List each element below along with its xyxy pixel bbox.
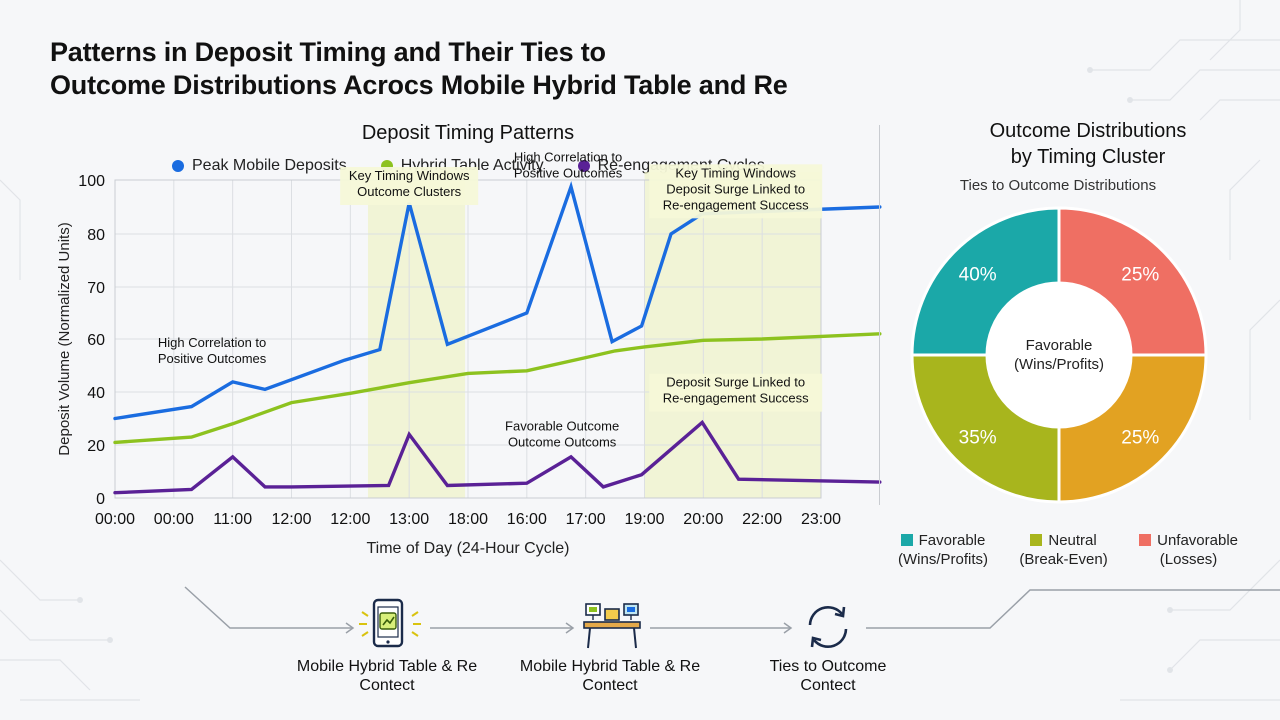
line-chart-title: Deposit Timing Patterns bbox=[361, 122, 575, 144]
donut-slice-favorable bbox=[910, 206, 1061, 357]
page-title-line-1: Patterns in Deposit Timing and Their Tie… bbox=[50, 37, 606, 67]
donut-legend-label-unfavorable: Unfavorable bbox=[1157, 532, 1238, 549]
mobile-phone-icon bbox=[359, 598, 421, 648]
donut-slice-label: 40% bbox=[959, 265, 997, 286]
flow-step-1-label: Mobile Hybrid Table & Re Contect bbox=[277, 657, 497, 695]
donut-legend-swatch-unfavorable bbox=[1139, 534, 1152, 546]
donut-legend-swatch-neutral bbox=[1030, 534, 1043, 546]
donut-title-line-1: Outcome Distributions bbox=[989, 120, 1187, 142]
y-tick-label: 80 bbox=[87, 227, 105, 244]
x-tick-label: 18:00 bbox=[448, 511, 488, 528]
x-tick-label: 13:00 bbox=[389, 511, 429, 528]
annotation-box bbox=[649, 373, 823, 412]
x-tick-label: 11:00 bbox=[213, 511, 252, 528]
y-tick-label: 20 bbox=[87, 438, 105, 455]
x-tick-label: 22:00 bbox=[742, 511, 782, 528]
donut-legend-favorable: Favorable (Wins/Profits) bbox=[898, 531, 988, 569]
donut-legend-sub-unfavorable: (Losses) bbox=[1159, 551, 1218, 568]
y-tick-label: 70 bbox=[87, 280, 105, 297]
flow-step-3-line-2: Contect bbox=[800, 677, 856, 694]
donut-legend-neutral: Neutral (Break-Even) bbox=[1019, 531, 1107, 569]
legend-swatch-peak-mobile bbox=[172, 160, 184, 172]
flow-step-3-line-1: Ties to Outcome bbox=[769, 658, 887, 675]
donut-legend-unfavorable: Unfavorable (Losses) bbox=[1139, 531, 1238, 569]
annotation-label: Deposit Surge Linked to Re-engagement Suc… bbox=[663, 375, 809, 406]
page-title: Patterns in Deposit Timing and Their Tie… bbox=[50, 36, 788, 102]
x-tick-label: 12:00 bbox=[271, 511, 311, 528]
annotation-label: Favorable Outcome Outcome Outcoms bbox=[505, 418, 619, 449]
flow-step-2-line-2: Contect bbox=[582, 677, 638, 694]
donut-legend-swatch-favorable bbox=[900, 534, 913, 546]
annotation-box bbox=[649, 164, 823, 219]
donut-chart-title: Outcome Distributions by Timing Cluster bbox=[900, 118, 1276, 170]
donut-slice-label: 35% bbox=[959, 427, 997, 448]
annotation-label: High Correlation to Positive Outcomes bbox=[158, 335, 267, 366]
donut-title-line-2: by Timing Cluster bbox=[1010, 146, 1166, 168]
flow-step-2-line-1: Mobile Hybrid Table & Re bbox=[519, 658, 701, 675]
donut-center-label-line-2: (Wins/Profits) bbox=[1014, 356, 1104, 373]
annotation-label: High Correlation to Positive Outcomes bbox=[514, 149, 623, 180]
x-tick-label: 00:00 bbox=[154, 511, 194, 528]
donut-slice-label: 25% bbox=[1121, 265, 1159, 286]
series-line-peak-mobile bbox=[113, 181, 882, 421]
legend-item-peak-mobile: Peak Mobile Deposits bbox=[172, 157, 347, 175]
donut-legend-label-favorable: Favorable bbox=[918, 532, 986, 549]
x-tick-label: 20:00 bbox=[683, 511, 723, 528]
series-line-hybrid-table bbox=[113, 332, 882, 445]
x-axis-title: Time of Day (24-Hour Cycle) bbox=[366, 540, 569, 557]
x-tick-label: 23:00 bbox=[801, 511, 841, 528]
donut-hole bbox=[988, 284, 1130, 426]
x-tick-label: 17:00 bbox=[566, 511, 606, 528]
flow-step-1-line-2: Contect bbox=[359, 677, 415, 694]
annotation-label: Key Timing Windows Deposit Surge Linked t… bbox=[663, 165, 809, 212]
y-axis-title: Deposit Volume (Normalized Units) bbox=[56, 222, 73, 455]
annotation-label: Key Timing Windows Outcome Clusters bbox=[349, 168, 470, 199]
x-tick-label: 16:00 bbox=[507, 511, 547, 528]
donut-slice-break-even bbox=[1057, 353, 1208, 504]
donut-legend-sub-neutral: (Break-Even) bbox=[1019, 551, 1108, 568]
x-tick-label: 00:00 bbox=[95, 511, 135, 528]
donut-chart-subtitle: Ties to Outcome Distributions bbox=[959, 177, 1157, 194]
y-tick-label: 0 bbox=[96, 491, 105, 508]
y-tick-label: 60 bbox=[87, 332, 105, 349]
flow-step-2-label: Mobile Hybrid Table & Re Contect bbox=[500, 657, 720, 695]
y-tick-label: 40 bbox=[87, 385, 105, 402]
highlight-band-surge bbox=[644, 172, 821, 498]
donut-legend-sub-favorable: (Wins/Profits) bbox=[898, 551, 988, 568]
legend-label-peak-mobile: Peak Mobile Deposits bbox=[192, 157, 347, 174]
x-tick-label: 12:00 bbox=[330, 511, 370, 528]
y-tick-label: 100 bbox=[78, 173, 105, 190]
annotation-box bbox=[340, 167, 479, 205]
donut-center-label-line-1: Favorable bbox=[1026, 337, 1093, 354]
donut-slice-neutral bbox=[910, 353, 1061, 504]
donut-legend-label-neutral: Neutral bbox=[1048, 532, 1097, 549]
donut-slice-label: 25% bbox=[1121, 427, 1159, 448]
page-title-line-2: Outcome Distributions Acrocs Mobile Hybr… bbox=[50, 70, 788, 100]
flow-step-1-line-1: Mobile Hybrid Table & Re bbox=[296, 658, 478, 675]
series-line-reengagement bbox=[113, 419, 882, 495]
hybrid-table-icon bbox=[583, 603, 641, 649]
legend-swatch-reengagement bbox=[577, 160, 590, 172]
cycle-arrows-icon bbox=[808, 606, 848, 648]
donut-slice-unfavorable bbox=[1057, 206, 1208, 357]
x-tick-label: 19:00 bbox=[624, 511, 664, 528]
panel-divider bbox=[879, 125, 880, 505]
flow-step-3-label: Ties to Outcome Contect bbox=[718, 657, 938, 695]
donut-legend: Favorable (Wins/Profits) Neutral (Break-… bbox=[898, 531, 1238, 569]
